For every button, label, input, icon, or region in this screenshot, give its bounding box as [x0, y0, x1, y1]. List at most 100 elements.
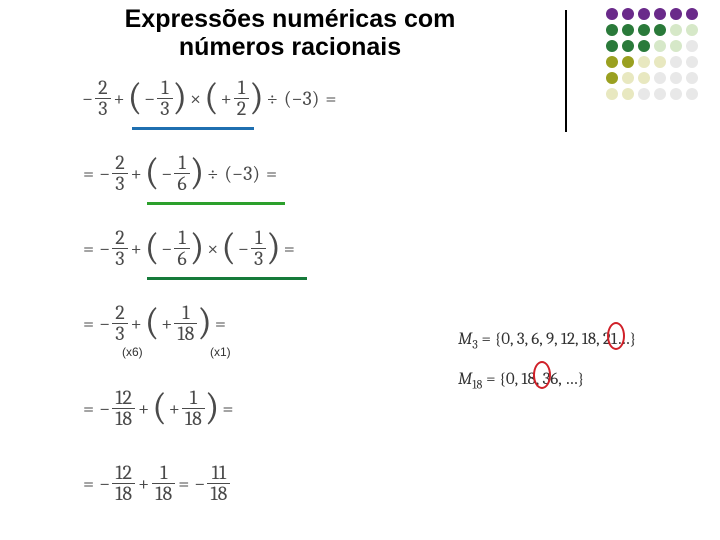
math-line-1: =−23+(−16)÷(−3)= — [80, 153, 280, 194]
decor-dot — [622, 8, 634, 20]
decor-dot — [638, 72, 650, 84]
sign: − — [97, 237, 112, 260]
fraction: 12 — [234, 78, 249, 119]
operator: × — [204, 237, 221, 260]
fraction: 118 — [174, 303, 197, 344]
fraction: 23 — [95, 78, 110, 119]
fraction: 13 — [157, 78, 172, 119]
paren-close: ) — [190, 228, 205, 266]
sign: − — [159, 237, 174, 260]
decor-dot — [686, 8, 698, 20]
decor-dot — [638, 88, 650, 100]
operator: + — [135, 397, 152, 420]
title-divider — [565, 10, 567, 132]
paren-close: ) — [266, 228, 281, 266]
fraction: 118 — [152, 463, 175, 504]
operator: = — [322, 87, 339, 110]
decor-dot — [654, 72, 666, 84]
decor-dot — [622, 56, 634, 68]
operator: = — [80, 397, 97, 420]
decor-dot — [654, 24, 666, 36]
fraction: 1218 — [112, 463, 135, 504]
paren-close: ) — [197, 303, 212, 341]
operator: ÷ — [264, 87, 281, 110]
operator: + — [128, 312, 145, 335]
fraction: 16 — [174, 153, 189, 194]
decor-dot — [670, 40, 682, 52]
step-underline — [132, 127, 254, 130]
decor-dot — [654, 40, 666, 52]
fraction: 23 — [112, 303, 127, 344]
decor-dot — [686, 56, 698, 68]
step-underline — [147, 277, 307, 280]
decor-dot — [654, 88, 666, 100]
fraction: 1118 — [207, 463, 230, 504]
operator: + — [135, 472, 152, 495]
text: (−3) — [281, 87, 323, 110]
operator: = — [80, 312, 97, 335]
decor-dot — [638, 24, 650, 36]
paren-close: ) — [205, 388, 220, 426]
sign: − — [97, 397, 112, 420]
decor-dot — [638, 8, 650, 20]
sign: − — [159, 162, 174, 185]
fraction: 1218 — [112, 388, 135, 429]
multiples-set: M18 = {0, 18, 36, …} — [458, 370, 584, 391]
operator: = — [263, 162, 280, 185]
operator: + — [128, 237, 145, 260]
decor-dot — [606, 72, 618, 84]
sign: − — [97, 162, 112, 185]
paren-open: ( — [128, 78, 143, 116]
operator: = — [175, 472, 192, 495]
decor-dot — [670, 8, 682, 20]
decor-dot — [654, 8, 666, 20]
corner-dots — [606, 8, 698, 100]
paren-open: ( — [145, 303, 160, 341]
operator: = — [80, 237, 97, 260]
decor-dot — [622, 72, 634, 84]
operator: + — [111, 87, 128, 110]
fraction: 118 — [182, 388, 205, 429]
paren-open: ( — [204, 78, 219, 116]
operator: = — [212, 312, 229, 335]
sign: − — [97, 472, 112, 495]
decor-dot — [670, 72, 682, 84]
decor-dot — [622, 24, 634, 36]
multiplier-annotation: (x1) — [210, 345, 231, 359]
math-line-5: =−1218+118=−1118 — [80, 463, 230, 504]
sign: + — [219, 87, 234, 110]
decor-dot — [686, 24, 698, 36]
math-line-0: −23+(−13)×(+12)÷(−3)= — [80, 78, 340, 119]
sign: − — [142, 87, 157, 110]
decor-dot — [670, 88, 682, 100]
decor-dot — [606, 8, 618, 20]
sign: − — [97, 312, 112, 335]
math-line-3: =−23+(+118)= — [80, 303, 229, 344]
paren-open: ( — [221, 228, 236, 266]
paren-close: ) — [190, 153, 205, 191]
operator: = — [80, 162, 97, 185]
decor-dot — [606, 56, 618, 68]
highlight-circle — [607, 322, 625, 350]
operator: = — [219, 397, 236, 420]
paren-open: ( — [152, 388, 167, 426]
sign: − — [192, 472, 207, 495]
multiplier-annotation: (x6) — [122, 345, 143, 359]
decor-dot — [638, 40, 650, 52]
decor-dot — [606, 24, 618, 36]
math-line-4: =−1218+(+118)= — [80, 388, 236, 429]
paren-open: ( — [145, 228, 160, 266]
decor-dot — [622, 40, 634, 52]
decor-dot — [686, 40, 698, 52]
step-underline — [147, 202, 285, 205]
decor-dot — [606, 88, 618, 100]
decor-dot — [686, 88, 698, 100]
highlight-circle — [533, 361, 551, 389]
decor-dot — [638, 56, 650, 68]
text: (−3) — [221, 162, 263, 185]
fraction: 23 — [112, 153, 127, 194]
decor-dot — [622, 88, 634, 100]
operator: × — [187, 87, 204, 110]
sign: − — [80, 87, 95, 110]
paren-close: ) — [173, 78, 188, 116]
